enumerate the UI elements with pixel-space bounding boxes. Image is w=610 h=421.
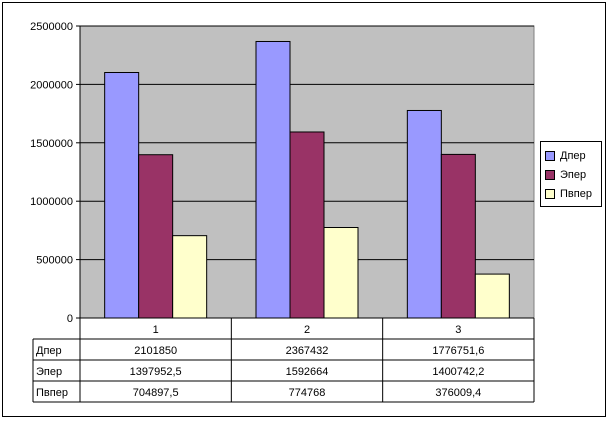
table-cell: 774768 — [289, 387, 326, 399]
table-cell: 1776751,6 — [432, 345, 484, 357]
table-cell: 376009,4 — [435, 387, 481, 399]
legend-label-dper: Дпер — [560, 149, 586, 162]
bar-2-3 — [440, 153, 476, 319]
legend: Дпер Эпер Пвпер — [540, 141, 602, 207]
legend-swatch-eper — [545, 169, 555, 180]
x-tick-label: 2 — [304, 324, 310, 336]
table-cell: 1400742,2 — [432, 366, 484, 378]
table-cell: 1592664 — [286, 366, 329, 378]
table-row-header: Дпер — [36, 345, 62, 357]
legend-label-eper: Эпер — [560, 168, 587, 181]
table-cell: 1397952,5 — [130, 366, 182, 378]
table-row-header: Эпер — [36, 366, 62, 378]
legend-item-eper: Эпер — [545, 165, 601, 184]
y-tick-label: 1500000 — [30, 138, 73, 150]
y-tick-label: 500000 — [36, 255, 73, 267]
table-cell: 704897,5 — [133, 387, 179, 399]
y-tick-label: 2500000 — [30, 21, 73, 33]
bar-2-2 — [289, 131, 325, 319]
y-tick-label: 1000000 — [30, 196, 73, 208]
bar-3-2 — [323, 227, 359, 319]
bar-1-2 — [255, 40, 291, 319]
bar-1-3 — [406, 109, 442, 319]
table-row-header: Пвпер — [36, 387, 68, 399]
x-tick-label: 1 — [153, 324, 159, 336]
y-tick-label: 2000000 — [30, 79, 73, 91]
x-tick-label: 3 — [455, 324, 461, 336]
y-tick-label: 0 — [67, 313, 73, 325]
legend-label-pvper: Пвпер — [560, 187, 592, 200]
table-cell: 2101850 — [134, 345, 177, 357]
bar-3-3 — [474, 273, 510, 319]
legend-swatch-pvper — [545, 188, 555, 199]
bar-3-1 — [172, 235, 208, 319]
bar-2-1 — [138, 154, 174, 319]
legend-item-pvper: Пвпер — [545, 184, 601, 203]
table-cell: 2367432 — [286, 345, 329, 357]
legend-item-dper: Дпер — [545, 146, 601, 165]
legend-swatch-dper — [545, 150, 555, 161]
bar-1-1 — [104, 72, 140, 319]
